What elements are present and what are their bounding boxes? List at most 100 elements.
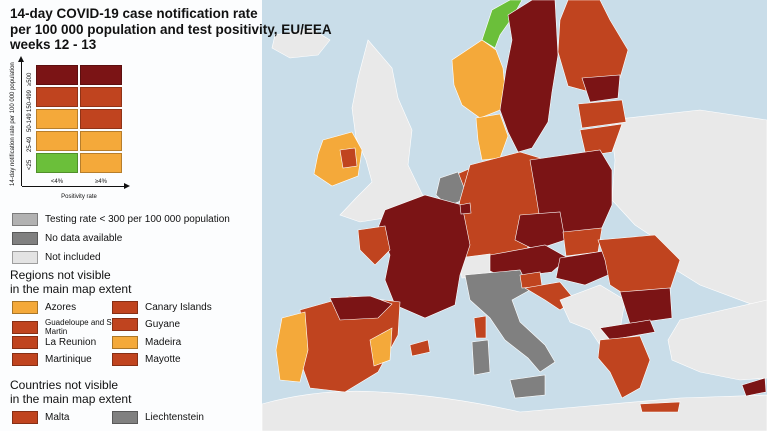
x-axis-line	[22, 186, 125, 187]
map-region-greece	[597, 335, 651, 399]
matrix-cell	[36, 153, 78, 173]
countries-heading-line-1: Countries not visible	[10, 378, 119, 392]
map-region-france-west	[357, 225, 391, 266]
map-region-crete	[639, 401, 681, 413]
legend-item-mayotte: Mayotte	[112, 353, 181, 366]
map-region-czechia	[514, 211, 566, 251]
matrix-cell	[36, 65, 78, 85]
swatch	[12, 353, 38, 366]
legend-item-martinique: Martinique	[12, 353, 92, 366]
legend-item-guadeloupe: Guadeloupe and Saint Martin	[12, 318, 130, 336]
swatch	[12, 213, 38, 226]
map-region-latvia	[577, 99, 627, 129]
legend-label: No data available	[45, 233, 123, 244]
swatch	[12, 320, 38, 334]
row-label-150-499: 150-499	[27, 89, 33, 112]
map-region-spain-north	[329, 295, 393, 321]
matrix-cell	[80, 65, 122, 85]
legend-label: Liechtenstein	[145, 412, 204, 423]
swatch	[12, 251, 38, 264]
map-region-africa	[261, 390, 767, 431]
legend-item-no-data: No data available	[12, 232, 122, 245]
map-region-uk	[339, 39, 427, 223]
legend-item-azores: Azores	[12, 301, 76, 314]
matrix-cell	[80, 109, 122, 129]
swatch	[112, 301, 138, 314]
legend-item-liechtenstein: Liechtenstein	[112, 411, 204, 424]
map-region-bulgaria	[619, 287, 673, 325]
swatch	[12, 232, 38, 245]
map-region-slovakia	[562, 227, 603, 257]
swatch	[112, 353, 138, 366]
legend-label: Canary Islands	[145, 302, 212, 313]
countries-heading: Countries not visible in the main map ex…	[10, 378, 260, 406]
legend-label: Malta	[45, 412, 70, 423]
legend-item-guyane: Guyane	[112, 318, 180, 331]
col-label-below-4: <4%	[50, 179, 64, 185]
map-region-estonia	[581, 74, 621, 103]
map-region-norway-north	[481, 0, 523, 49]
map-region-corsica	[473, 315, 487, 339]
swatch	[12, 301, 38, 314]
legend-label: La Reunion	[45, 337, 97, 348]
swatch	[112, 318, 138, 331]
legend-label: Martinique	[45, 354, 92, 365]
title-line-2: per 100 000 population and test positivi…	[10, 21, 332, 37]
legend-panel: 14-day COVID-19 case notification rate p…	[0, 0, 332, 431]
map-region-sardinia	[471, 339, 491, 376]
map-region-ireland-east	[339, 147, 358, 169]
map-region-greece-north	[599, 319, 656, 341]
legend-label: Guadeloupe and Saint Martin	[45, 318, 125, 336]
swatch	[112, 411, 138, 424]
map-region-sicily	[509, 374, 546, 399]
swatch	[112, 336, 138, 349]
legend-label: Testing rate < 300 per 100 000 populatio…	[45, 214, 230, 225]
col-label-4-plus: ≥4%	[95, 179, 107, 185]
map-region-balearic	[409, 339, 431, 357]
regions-heading: Regions not visible in the main map exte…	[10, 268, 260, 296]
regions-heading-line-1: Regions not visible	[10, 268, 111, 282]
matrix-cell	[80, 131, 122, 151]
legend-label: Azores	[45, 302, 77, 313]
y-axis-arrow-icon	[18, 56, 24, 62]
legend-label: Mayotte	[145, 354, 181, 365]
legend-item-not-included: Not included	[12, 251, 101, 264]
legend-item-madeira: Madeira	[112, 336, 181, 349]
legend-item-canary-islands: Canary Islands	[112, 301, 212, 314]
matrix-cell	[80, 87, 122, 107]
x-axis-label: Positivity rate	[61, 194, 97, 200]
regions-heading-line-2: in the main map extent	[10, 282, 132, 296]
legend-label: Not included	[45, 252, 101, 263]
row-label-25-49: 25-49	[27, 136, 33, 152]
title-line-3: weeks 12 - 13	[10, 37, 97, 52]
y-axis-line	[21, 60, 22, 186]
matrix-cell	[36, 109, 78, 129]
matrix-cell	[36, 87, 78, 107]
map-region-spain-east	[369, 327, 393, 367]
map-region-lithuania	[579, 123, 623, 157]
title-line-1: 14-day COVID-19 case notification rate	[10, 6, 258, 21]
map-title: 14-day COVID-19 case notification rate p…	[10, 6, 332, 53]
legend-item-low-testing: Testing rate < 300 per 100 000 populatio…	[12, 213, 230, 226]
row-label-500: ≥500	[27, 72, 33, 86]
legend-item-la-reunion: La Reunion	[12, 336, 96, 349]
map-region-ireland	[313, 131, 363, 187]
swatch	[12, 411, 38, 424]
swatch	[12, 336, 38, 349]
map-region-sweden	[499, 0, 559, 153]
map-region-belgium	[435, 171, 469, 207]
row-label-25: <25	[27, 159, 33, 170]
legend-label: Madeira	[145, 337, 182, 348]
matrix-cell	[36, 131, 78, 151]
map-region-cyprus	[741, 377, 767, 397]
map-region-turkey	[667, 299, 767, 381]
matrix-cell	[80, 153, 122, 173]
map-region-luxembourg	[459, 202, 472, 215]
legend-label: Guyane	[145, 319, 181, 330]
x-axis-arrow-icon	[124, 183, 130, 189]
map-region-iceland-excluded	[271, 27, 331, 59]
map-region-portugal	[275, 311, 309, 383]
y-axis-label: 14-day notification rate per 100 000 pop…	[10, 62, 16, 186]
legend-item-malta: Malta	[12, 411, 69, 424]
countries-heading-line-2: in the main map extent	[10, 392, 132, 406]
